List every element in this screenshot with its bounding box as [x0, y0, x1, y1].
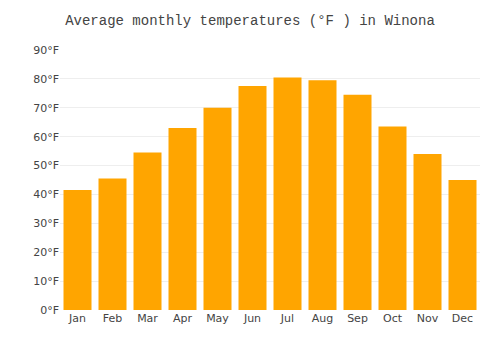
svg-text:Dec: Dec: [452, 312, 473, 325]
svg-text:Jun: Jun: [243, 312, 261, 325]
svg-text:Average monthly temperatures (: Average monthly temperatures (°F ) in Wi…: [65, 13, 435, 29]
svg-text:Feb: Feb: [103, 312, 122, 325]
svg-text:70°F: 70°F: [33, 102, 59, 115]
svg-text:90°F: 90°F: [33, 44, 59, 57]
svg-text:Sep: Sep: [347, 312, 368, 325]
svg-text:Nov: Nov: [417, 312, 439, 325]
svg-text:Oct: Oct: [383, 312, 403, 325]
svg-text:20°F: 20°F: [33, 246, 59, 259]
svg-text:Aug: Aug: [312, 312, 333, 325]
svg-text:80°F: 80°F: [33, 73, 59, 86]
svg-text:May: May: [206, 312, 229, 325]
svg-text:0°F: 0°F: [40, 304, 59, 317]
svg-text:Apr: Apr: [173, 312, 193, 325]
svg-text:Jan: Jan: [68, 312, 86, 325]
svg-text:60°F: 60°F: [33, 131, 59, 144]
svg-text:Jul: Jul: [280, 312, 294, 325]
svg-text:40°F: 40°F: [33, 188, 59, 201]
svg-text:10°F: 10°F: [33, 275, 59, 288]
svg-text:Mar: Mar: [137, 312, 158, 325]
svg-text:50°F: 50°F: [33, 159, 59, 172]
svg-text:30°F: 30°F: [33, 217, 59, 230]
